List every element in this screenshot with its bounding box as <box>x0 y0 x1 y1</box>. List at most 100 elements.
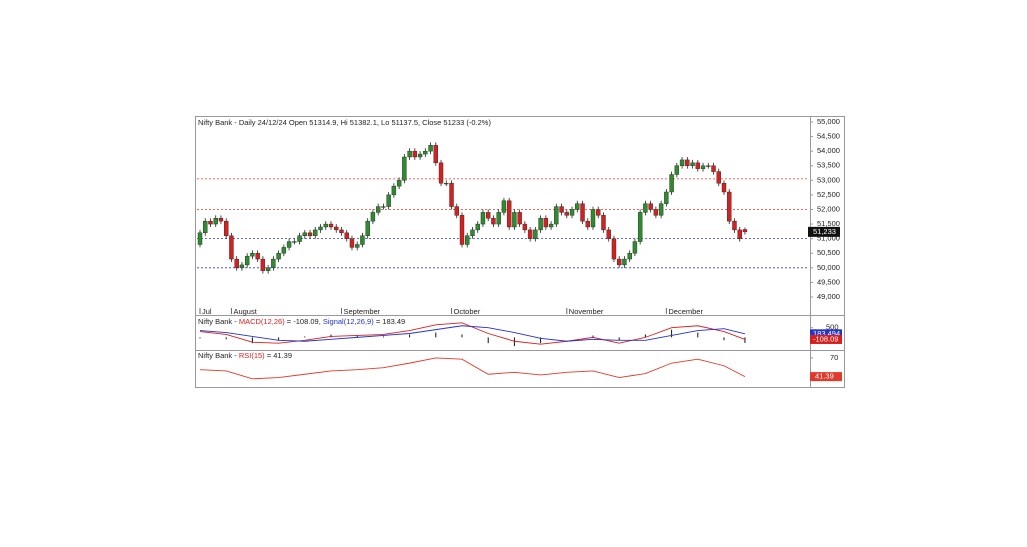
y-tick-label: 70 <box>830 353 838 362</box>
candle-body <box>522 223 528 231</box>
rsi-line <box>199 357 746 380</box>
title-part: Nifty Bank - <box>198 317 239 326</box>
candle-body <box>318 226 323 231</box>
last-price-label: 51,233 <box>813 227 836 236</box>
title-part: Signal(12,26,9) <box>323 317 374 326</box>
candle-body <box>700 165 706 169</box>
y-tick-label: 53,500 <box>817 161 840 170</box>
candle-body <box>679 159 685 166</box>
candle-body <box>538 218 543 231</box>
candle-body <box>260 258 266 271</box>
title-part: Nifty Bank - <box>198 351 239 360</box>
panel-title: Nifty Bank - RSI(15) = 41.39 <box>198 351 292 360</box>
x-tick-label: November <box>569 307 604 316</box>
candle-body <box>360 235 365 245</box>
x-tick-label: Jul <box>202 307 212 316</box>
candle-body <box>334 226 339 231</box>
candle-body <box>501 200 507 213</box>
title-part: MACD(12,26) <box>239 317 285 326</box>
candle-body <box>512 212 517 228</box>
candle-body <box>438 162 444 184</box>
candle-body <box>543 218 549 228</box>
x-tick-label: October <box>454 307 481 316</box>
candle-body <box>407 150 412 158</box>
candle-body <box>711 165 716 172</box>
y-tick-label: 51,500 <box>817 219 840 228</box>
candle-body <box>402 156 407 181</box>
macd-line <box>199 322 746 345</box>
candle-body <box>622 258 627 266</box>
candle-body <box>423 150 428 155</box>
candle-body <box>412 150 418 158</box>
candle-body <box>533 229 538 239</box>
candle-body <box>627 253 632 260</box>
candle-body <box>355 244 360 248</box>
candle-body <box>575 203 580 210</box>
last-price-box <box>808 226 840 237</box>
candle-body <box>281 247 287 254</box>
panel-title: Nifty Bank - MACD(12,26) = -108.09, Sign… <box>198 317 405 326</box>
candle-body <box>470 229 475 236</box>
signal_last-label: 183.494 <box>813 329 840 338</box>
candle-body <box>328 223 334 228</box>
candle-body <box>203 220 208 234</box>
chart-title: Nifty Bank - Daily 24/12/24 Open 51314.9… <box>198 118 491 127</box>
candle-body <box>721 183 727 193</box>
y-tick-label: 49,500 <box>817 277 840 286</box>
title-part: = -108.09, <box>285 317 323 326</box>
candle-body <box>506 200 512 228</box>
y-tick-label: 49,000 <box>817 292 840 301</box>
candle-body <box>265 267 271 271</box>
candle-body <box>617 258 622 266</box>
candle-body <box>548 223 554 228</box>
candle-body <box>486 212 491 219</box>
candle-body <box>208 220 213 225</box>
candle-body <box>601 215 606 231</box>
candle-body <box>596 209 601 216</box>
y-tick-label: 50,500 <box>817 248 840 257</box>
candle-body <box>585 220 590 228</box>
candle-body <box>197 232 203 245</box>
candle-body <box>223 220 229 236</box>
candle-body <box>737 229 742 239</box>
frame <box>195 116 845 388</box>
candle-body <box>339 229 344 234</box>
candle-body <box>276 253 281 260</box>
candle-body <box>569 209 575 216</box>
candle-body <box>727 191 732 222</box>
candle-body <box>391 185 397 196</box>
y-tick-label: 53,000 <box>817 175 840 184</box>
candle-body <box>706 165 711 167</box>
candle-body <box>517 212 522 225</box>
candle-body <box>606 229 611 239</box>
candle-body <box>449 183 454 207</box>
candle-body <box>527 229 533 239</box>
candle-body <box>428 145 433 152</box>
candle-body <box>465 235 470 245</box>
candle-body <box>344 232 349 239</box>
candle-body <box>454 206 459 216</box>
candle-body <box>554 206 559 225</box>
candle-body <box>370 212 376 222</box>
candle-body <box>459 215 465 245</box>
candle-body <box>229 235 234 260</box>
y-tick-label: 52,000 <box>817 204 840 213</box>
candle-body <box>313 229 318 236</box>
candle-body <box>496 212 501 225</box>
candle-body <box>653 209 659 216</box>
macd_last-label: -108.09 <box>813 334 838 343</box>
title-part: = 41.39 <box>265 351 292 360</box>
candle-body <box>559 206 564 213</box>
macd_last-box <box>810 334 842 344</box>
candle-body <box>742 229 748 233</box>
candle-body <box>716 171 721 184</box>
candle-body <box>307 232 313 236</box>
y-tick-label: 51,000 <box>817 234 840 243</box>
candle-body <box>564 212 569 216</box>
y-tick-label: 54,500 <box>817 132 840 141</box>
candle-body <box>648 203 653 210</box>
candle-body <box>444 183 449 185</box>
